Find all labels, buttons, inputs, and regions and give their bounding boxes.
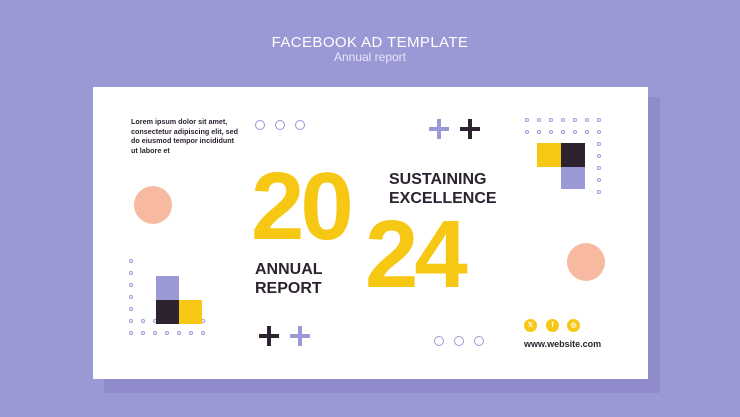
plus-icon [429,119,449,139]
lavender-square [156,276,179,300]
ad-card: Lorem ipsum dolor sit amet, consectetur … [93,87,648,379]
peach-circle [134,186,172,224]
ring-decoration [454,336,464,346]
instagram-icon[interactable]: ◎ [567,319,580,332]
subheadline-line: REPORT [255,280,322,297]
subheadline-line: ANNUAL [255,261,323,278]
ring-decoration [255,120,265,130]
headline: SUSTAINING EXCELLENCE [389,170,497,208]
page-subtitle: Annual report [333,50,407,64]
facebook-icon[interactable]: f [546,319,559,332]
ring-decoration [434,336,444,346]
year-top: 20 [251,153,354,260]
subheadline: ANNUAL REPORT [255,260,323,298]
ring-decoration [275,120,285,130]
peach-circle [567,243,605,281]
year-bottom: 24 [365,201,468,308]
page-title: FACEBOOK AD TEMPLATE [271,34,469,51]
headline-line: EXCELLENCE [389,190,497,207]
headline-line: SUSTAINING [389,171,487,188]
website-link[interactable]: www.website.com [524,339,602,349]
lavender-square [561,167,585,189]
x-icon[interactable]: 𝕏 [524,319,537,332]
plus-icon [259,326,279,346]
dot-grid [525,118,601,194]
plus-icon [460,119,480,139]
ring-decoration [474,336,484,346]
plus-icon [290,326,310,346]
dark-square [561,143,585,167]
yellow-square [537,143,561,167]
lorem-text: Lorem ipsum dolor sit amet, consectetur … [131,117,239,155]
yellow-square [179,300,202,324]
dark-square [156,300,179,324]
ring-decoration [295,120,305,130]
